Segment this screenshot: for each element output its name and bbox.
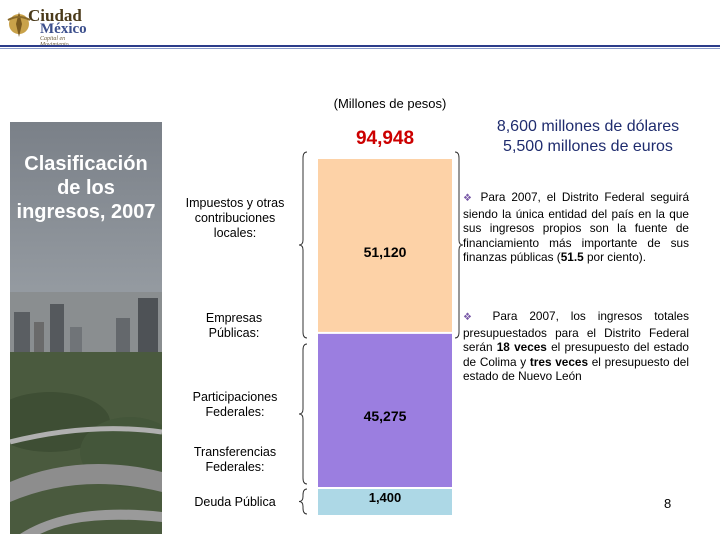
paragraph-2-bold-a: 18 veces <box>496 340 547 354</box>
brace-locales-right <box>454 151 464 339</box>
ciudad-mexico-logo: Ciudad México Capital en Movimiento <box>6 4 92 48</box>
paragraph-2-bold-b: tres veces <box>529 354 589 369</box>
brace-federales <box>298 343 308 485</box>
photo-title: Clasificación de los ingresos, 2007 <box>16 153 156 223</box>
label-participaciones: Participaciones Federales: <box>192 390 278 419</box>
paragraph-1-text-a: Para 2007, el Distrito Federal seguirá s… <box>463 190 690 264</box>
unit-label: (Millones de pesos) <box>333 96 447 111</box>
label-transferencias: Transferencias Federales: <box>193 445 277 474</box>
paragraph-1: ❖ Para 2007, el Distrito Federal seguirá… <box>463 190 689 265</box>
value-locales: 51,120 <box>363 244 407 260</box>
bullet-icon: ❖ <box>463 312 481 323</box>
brace-deuda <box>298 488 308 515</box>
label-impuestos: Impuestos y otras contribuciones locales… <box>185 196 285 240</box>
logo-line2: México <box>40 21 87 37</box>
total-label: 94,948 <box>355 128 415 149</box>
paragraph-2-text-b: el presupuesto del estado de Colima y <box>463 340 689 369</box>
header-divider-thin <box>0 48 720 49</box>
label-empresas: Empresas Públicas: <box>205 311 263 340</box>
bar-segment-3 <box>318 489 452 515</box>
bullet-icon: ❖ <box>463 193 475 204</box>
paragraph-2-text-a: Para 2007, los ingresos totales presupue… <box>463 309 689 354</box>
conversion-dollars: 8,600 millones de dólares <box>496 118 680 135</box>
conversion-note: 8,600 millones de dólares 5,500 millones… <box>468 117 708 157</box>
conversion-euros: 5,500 millones de euros <box>503 138 673 155</box>
value-federales: 45,275 <box>363 408 407 424</box>
brace-locales <box>298 151 308 339</box>
city-photo <box>10 122 162 534</box>
page-number: 8 <box>664 496 672 511</box>
logo-line1: Ciudad <box>28 6 82 25</box>
value-deuda: 1,400 <box>368 490 402 505</box>
bar-segment-2 <box>318 333 452 487</box>
paragraph-2-text-c: el presupuesto del estado de Nuevo León <box>463 354 689 384</box>
header-divider <box>0 45 720 47</box>
paragraph-1-bold: 51.5 <box>560 250 584 264</box>
angel-emblem-icon <box>7 12 31 37</box>
bar-segment-1 <box>318 159 452 332</box>
paragraph-1-text-b: por ciento). <box>583 250 646 264</box>
paragraph-2: ❖ Para 2007, los ingresos totales presup… <box>463 309 689 384</box>
label-deuda: Deuda Pública <box>194 495 276 509</box>
